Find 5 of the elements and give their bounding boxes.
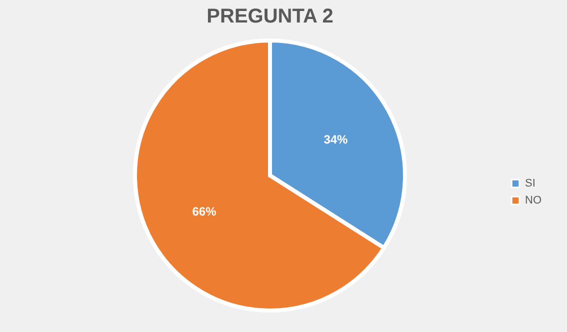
data-label: 66% [192, 204, 217, 219]
legend-label: NO [525, 194, 542, 206]
chart-title: PREGUNTA 2 [206, 6, 334, 28]
legend-label: SI [525, 178, 536, 190]
data-label: 34% [324, 132, 348, 146]
